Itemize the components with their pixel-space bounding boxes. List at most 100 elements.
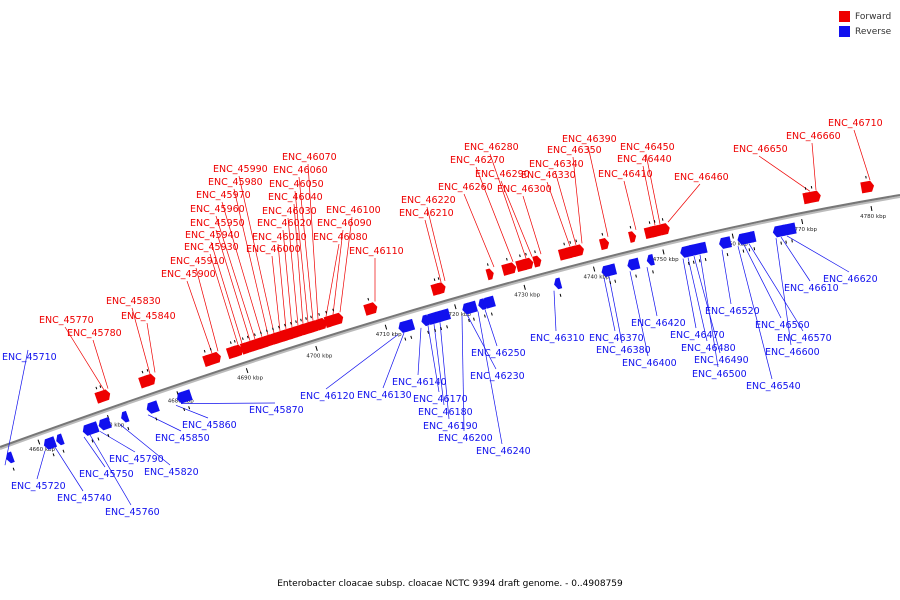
forward-gene-enc-46660[interactable] xyxy=(804,185,822,204)
forward-gene-enc-46270[interactable] xyxy=(500,256,518,276)
reverse-gene-enc-46620[interactable] xyxy=(783,222,799,244)
forward-gene-enc-46450[interactable] xyxy=(648,219,663,238)
gene-label-enc-45980[interactable]: ENC_45980 xyxy=(208,177,263,188)
gene-label-enc-46450[interactable]: ENC_46450 xyxy=(620,142,675,153)
reverse-gene-enc-46400[interactable] xyxy=(626,257,642,279)
reverse-gene-enc-46500[interactable] xyxy=(698,241,709,262)
gene-label-enc-46020[interactable]: ENC_46020 xyxy=(257,218,312,229)
gene-label-enc-46080[interactable]: ENC_46080 xyxy=(313,232,368,243)
gene-label-enc-46050[interactable]: ENC_46050 xyxy=(269,179,324,190)
gene-label-enc-45970[interactable]: ENC_45970 xyxy=(196,190,251,201)
gene-label-enc-45760[interactable]: ENC_45760 xyxy=(105,507,160,518)
gene-label-enc-45710[interactable]: ENC_45710 xyxy=(2,352,57,363)
gene-label-enc-46130[interactable]: ENC_46130 xyxy=(357,390,412,401)
gene-label-enc-46460[interactable]: ENC_46460 xyxy=(674,172,729,183)
gene-label-enc-46650[interactable]: ENC_46650 xyxy=(733,144,788,155)
gene-label-enc-46350[interactable]: ENC_46350 xyxy=(547,145,602,156)
reverse-gene-enc-45870[interactable] xyxy=(178,389,195,411)
forward-gene-enc-46110[interactable] xyxy=(362,296,379,316)
gene-label-enc-46610[interactable]: ENC_46610 xyxy=(784,283,839,294)
gene-label-enc-46120[interactable]: ENC_46120 xyxy=(300,391,355,402)
gene-label-enc-46440[interactable]: ENC_46440 xyxy=(617,154,672,165)
gene-label-enc-46420[interactable]: ENC_46420 xyxy=(631,318,686,329)
gene-label-enc-46660[interactable]: ENC_46660 xyxy=(786,131,841,142)
forward-gene-enc-46220[interactable] xyxy=(434,276,447,295)
forward-gene-enc-46350[interactable] xyxy=(571,238,586,258)
gene-label-enc-45910[interactable]: ENC_45910 xyxy=(170,256,225,267)
gene-label-enc-45740[interactable]: ENC_45740 xyxy=(57,493,112,504)
gene-label-enc-46710[interactable]: ENC_46710 xyxy=(828,118,883,129)
gene-label-enc-45990[interactable]: ENC_45990 xyxy=(213,164,268,175)
gene-label-enc-46250[interactable]: ENC_46250 xyxy=(471,348,526,359)
gene-label-enc-45930[interactable]: ENC_45930 xyxy=(184,242,239,253)
reverse-gene-enc-46570[interactable] xyxy=(747,230,758,251)
gene-label-enc-46390[interactable]: ENC_46390 xyxy=(562,134,617,145)
gene-label-enc-46560[interactable]: ENC_46560 xyxy=(755,320,810,331)
gene-label-enc-45870[interactable]: ENC_45870 xyxy=(249,405,304,416)
gene-label-enc-46100[interactable]: ENC_46100 xyxy=(326,205,381,216)
gene-label-enc-46060[interactable]: ENC_46060 xyxy=(273,165,328,176)
gene-label-enc-46090[interactable]: ENC_46090 xyxy=(317,218,372,229)
gene-label-enc-46000[interactable]: ENC_46000 xyxy=(246,244,301,255)
forward-gene-enc-46390[interactable] xyxy=(598,232,611,251)
gene-label-enc-46340[interactable]: ENC_46340 xyxy=(529,159,584,170)
reverse-gene-enc-46190[interactable] xyxy=(436,308,453,330)
reverse-gene-enc-45710[interactable] xyxy=(4,451,17,472)
reverse-gene-enc-45850[interactable] xyxy=(145,400,163,422)
forward-gene-enc-46290[interactable] xyxy=(521,252,535,271)
gene-label-enc-45780[interactable]: ENC_45780 xyxy=(67,328,122,339)
gene-label-enc-46280[interactable]: ENC_46280 xyxy=(464,142,519,153)
reverse-gene-enc-46420[interactable] xyxy=(645,254,656,274)
gene-label-enc-46480[interactable]: ENC_46480 xyxy=(681,343,736,354)
gene-label-enc-46170[interactable]: ENC_46170 xyxy=(413,394,468,405)
gene-label-enc-46620[interactable]: ENC_46620 xyxy=(823,274,878,285)
forward-gene-enc-46710[interactable] xyxy=(859,175,875,194)
gene-label-enc-45900[interactable]: ENC_45900 xyxy=(161,269,216,280)
reverse-gene-enc-46380[interactable] xyxy=(608,263,619,283)
forward-gene-enc-46080[interactable] xyxy=(314,312,328,331)
gene-label-enc-45820[interactable]: ENC_45820 xyxy=(144,467,199,478)
gene-label-enc-45720[interactable]: ENC_45720 xyxy=(11,481,66,492)
forward-gene-enc-45840[interactable] xyxy=(142,368,157,387)
reverse-gene-enc-46310[interactable] xyxy=(553,277,565,298)
reverse-gene-enc-46230[interactable] xyxy=(463,300,480,323)
gene-label-enc-46030[interactable]: ENC_46030 xyxy=(262,206,317,217)
gene-label-enc-46600[interactable]: ENC_46600 xyxy=(765,347,820,358)
gene-label-enc-45850[interactable]: ENC_45850 xyxy=(155,433,210,444)
gene-label-enc-45830[interactable]: ENC_45830 xyxy=(106,296,161,307)
gene-label-enc-46220[interactable]: ENC_46220 xyxy=(401,195,456,206)
gene-label-enc-46210[interactable]: ENC_46210 xyxy=(399,208,454,219)
gene-label-enc-45940[interactable]: ENC_45940 xyxy=(185,230,240,241)
gene-label-enc-46330[interactable]: ENC_46330 xyxy=(521,170,576,181)
gene-label-enc-45750[interactable]: ENC_45750 xyxy=(79,469,134,480)
gene-label-enc-46540[interactable]: ENC_46540 xyxy=(746,381,801,392)
gene-label-enc-45770[interactable]: ENC_45770 xyxy=(39,315,94,326)
reverse-gene-enc-45820[interactable] xyxy=(119,410,132,431)
gene-label-enc-46190[interactable]: ENC_46190 xyxy=(423,421,478,432)
forward-gene-enc-45780[interactable] xyxy=(93,383,112,404)
gene-label-enc-46180[interactable]: ENC_46180 xyxy=(418,407,473,418)
reverse-gene-enc-45790[interactable] xyxy=(97,416,115,439)
gene-label-enc-46200[interactable]: ENC_46200 xyxy=(438,433,493,444)
gene-label-enc-45960[interactable]: ENC_45960 xyxy=(190,204,245,215)
forward-gene-enc-46100[interactable] xyxy=(326,307,345,327)
forward-gene-enc-46460[interactable] xyxy=(657,217,671,236)
gene-label-enc-46570[interactable]: ENC_46570 xyxy=(777,333,832,344)
gene-label-enc-46240[interactable]: ENC_46240 xyxy=(476,446,531,457)
reverse-gene-enc-46240[interactable] xyxy=(477,298,489,318)
gene-label-enc-46370[interactable]: ENC_46370 xyxy=(589,333,644,344)
gene-label-enc-46400[interactable]: ENC_46400 xyxy=(622,358,677,369)
gene-label-enc-45790[interactable]: ENC_45790 xyxy=(109,454,164,465)
gene-label-enc-46490[interactable]: ENC_46490 xyxy=(694,355,749,366)
gene-label-enc-46040[interactable]: ENC_46040 xyxy=(268,192,323,203)
gene-label-enc-46380[interactable]: ENC_46380 xyxy=(596,345,651,356)
gene-label-enc-46010[interactable]: ENC_46010 xyxy=(252,232,307,243)
gene-label-enc-46260[interactable]: ENC_46260 xyxy=(438,182,493,193)
gene-label-enc-46300[interactable]: ENC_46300 xyxy=(497,184,552,195)
gene-label-enc-46500[interactable]: ENC_46500 xyxy=(692,369,747,380)
gene-label-enc-46140[interactable]: ENC_46140 xyxy=(392,377,447,388)
forward-gene-enc-45910[interactable] xyxy=(203,346,222,367)
gene-label-enc-46310[interactable]: ENC_46310 xyxy=(530,333,585,344)
forward-gene-enc-45940[interactable] xyxy=(229,338,245,358)
gene-label-enc-46520[interactable]: ENC_46520 xyxy=(705,306,760,317)
